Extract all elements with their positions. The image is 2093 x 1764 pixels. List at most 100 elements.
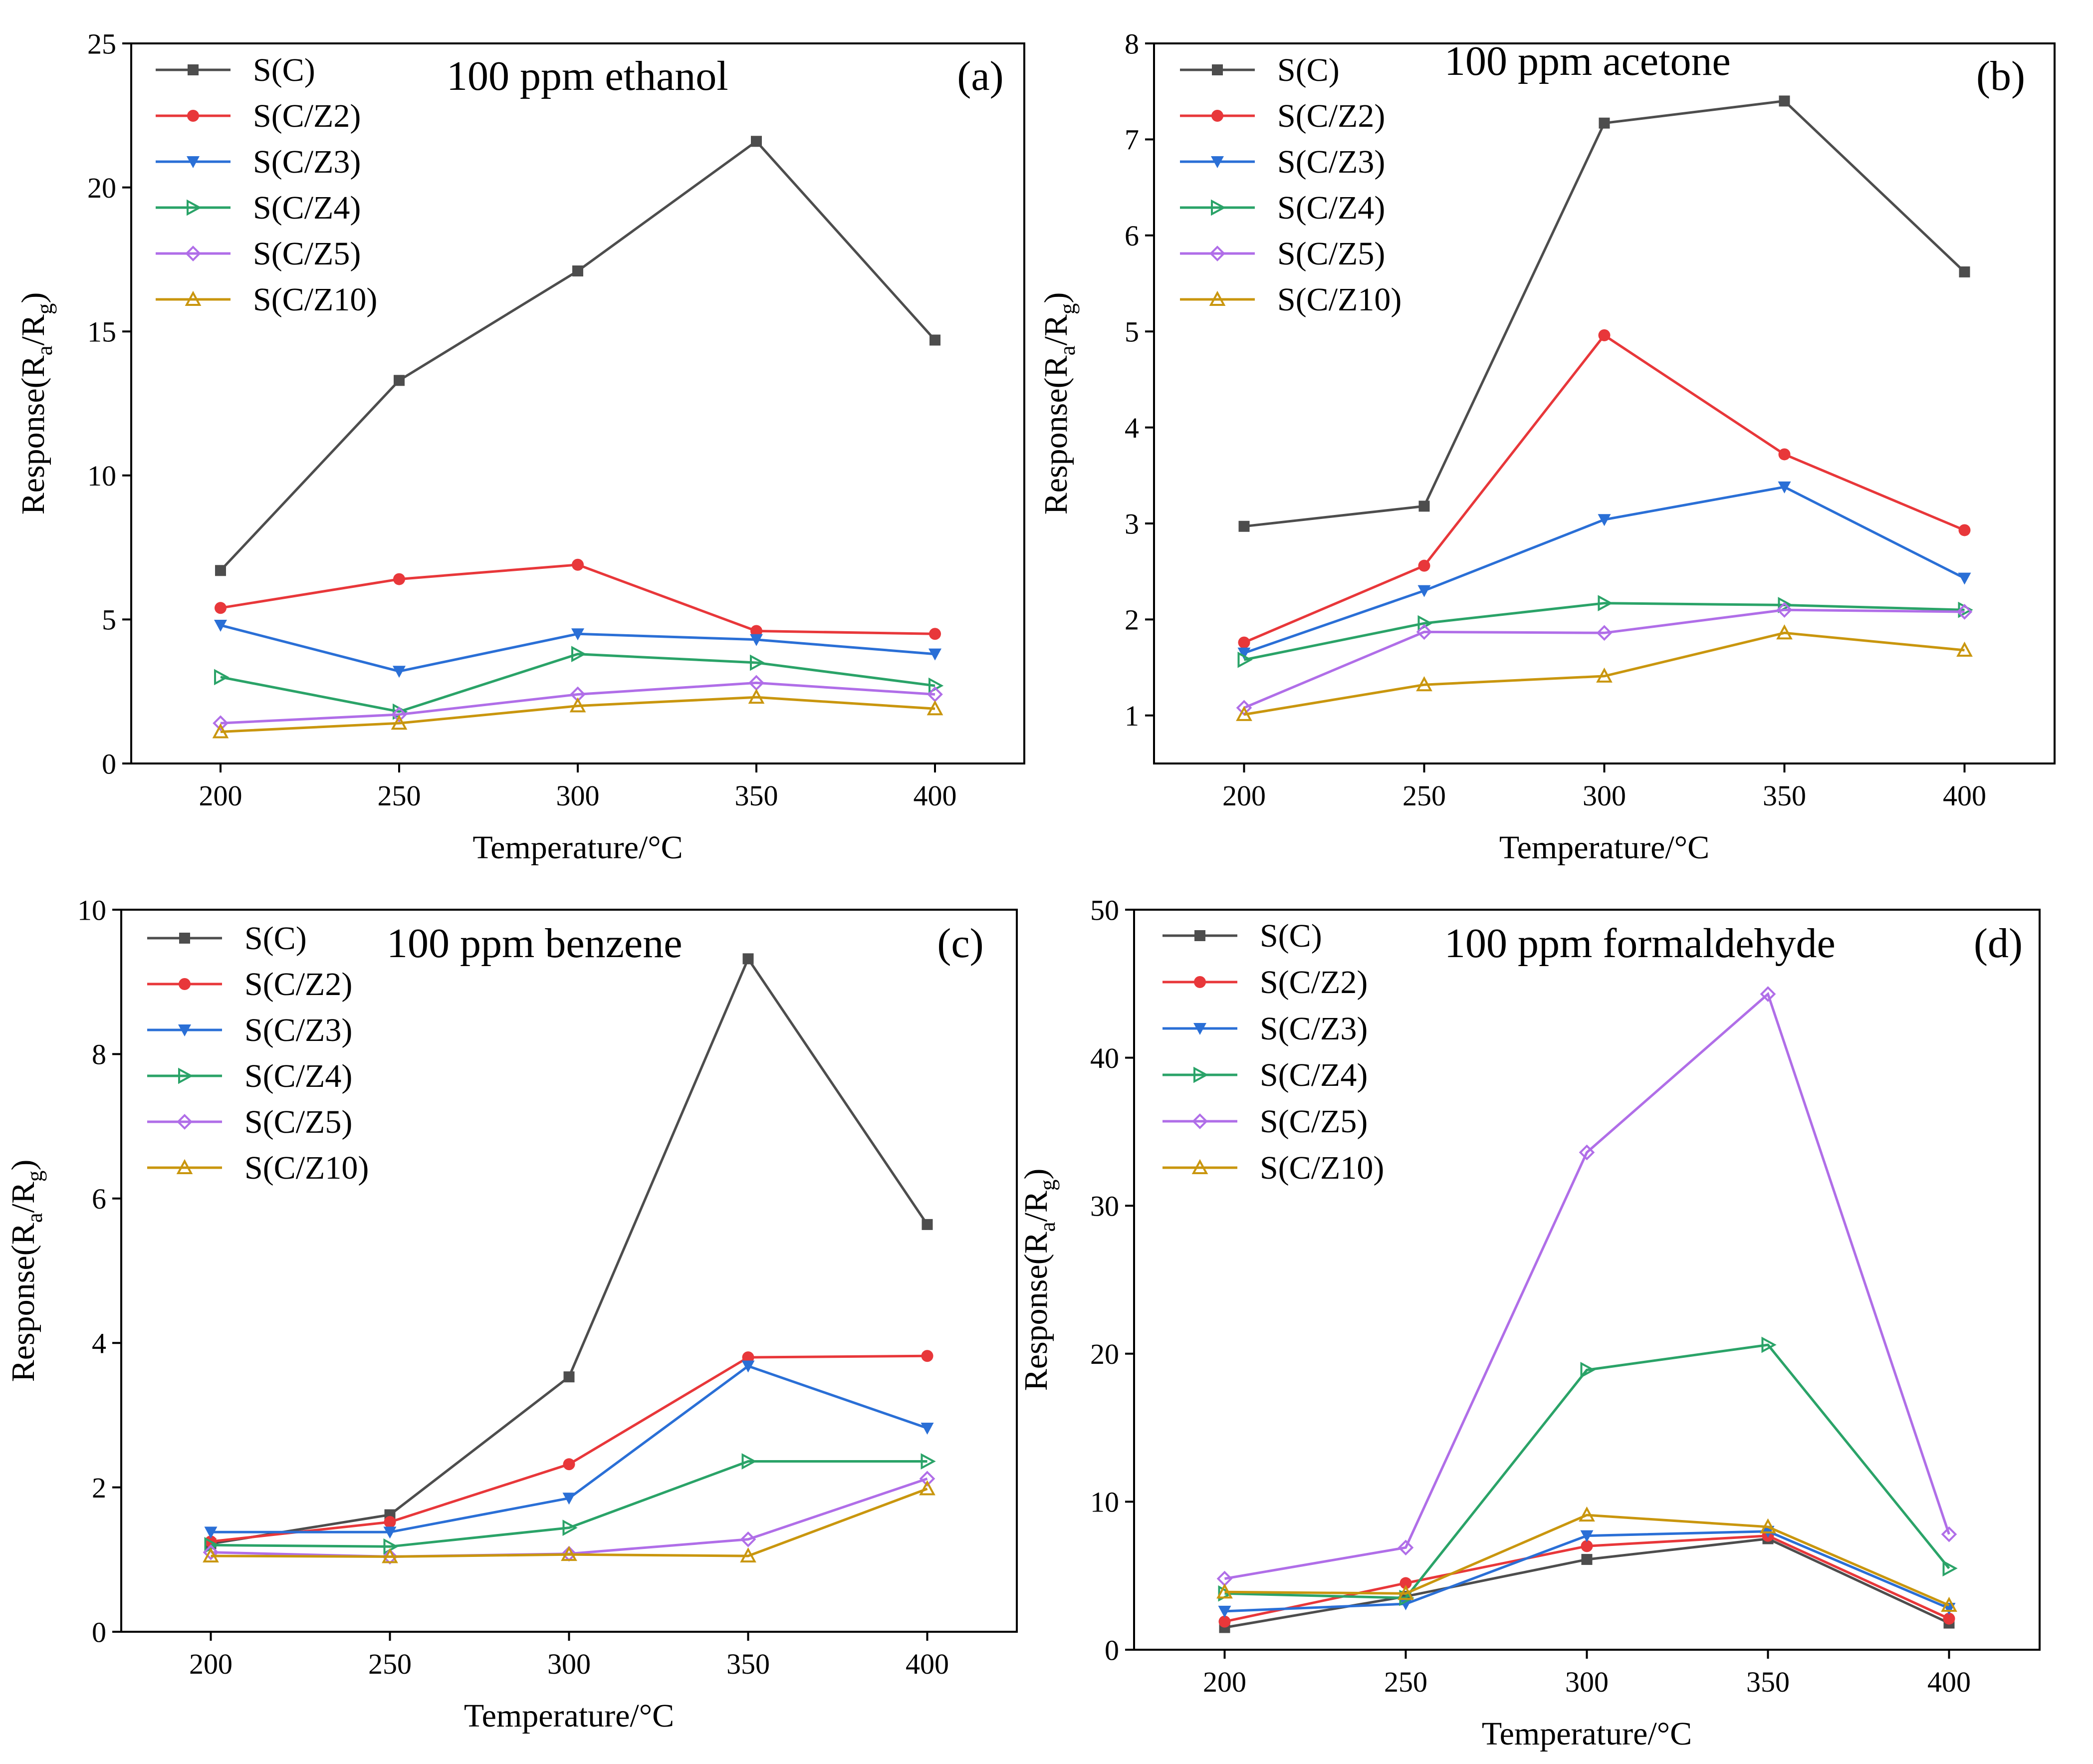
data-point (204, 1526, 218, 1539)
y-tick-label: 2 (92, 1472, 106, 1504)
y-label-mid: /R (1038, 314, 1074, 345)
series-line (1244, 602, 1965, 661)
legend-marker (185, 290, 202, 306)
legend-label: S(C/Z3) (1277, 144, 1385, 180)
legend-label: S(C/Z5) (1260, 1103, 1368, 1140)
y-tick-label: 10 (77, 894, 106, 926)
y-tick-label: 50 (1090, 894, 1119, 926)
legend-marker (179, 978, 191, 990)
legend-marker (185, 246, 201, 261)
data-point (1416, 624, 1432, 640)
legend-label: S(C/Z5) (244, 1104, 352, 1140)
legend-label: S(C/Z4) (1260, 1057, 1368, 1093)
data-point (1237, 647, 1251, 660)
chart-panel-2: 200 250 300 350 400 1 2 3 4 5 6 7 8 Temperature/°C Res… (1038, 27, 2056, 866)
legend-marker (1211, 110, 1223, 122)
x-tick-label: 300 (1583, 779, 1626, 812)
series-scz10 (1216, 1506, 1957, 1612)
legend-marker (1193, 1023, 1206, 1035)
data-point (212, 723, 229, 739)
data-point (751, 136, 762, 147)
y-tick-label: 6 (92, 1183, 106, 1215)
data-point (384, 1516, 396, 1528)
panel-label: (b) (1976, 53, 2025, 99)
y-tick-label: 0 (1105, 1634, 1119, 1666)
series-line (1244, 631, 1965, 716)
x-axis-label: Temperature/°C (1499, 829, 1709, 866)
data-point (1598, 514, 1611, 526)
series-scz2 (215, 558, 941, 640)
y-tick-label: 5 (102, 604, 116, 636)
legend-marker (178, 1067, 194, 1084)
data-point (1417, 585, 1431, 597)
data-point (741, 1360, 755, 1373)
data-point (921, 1350, 933, 1362)
legend-marker (187, 199, 202, 216)
data-point (929, 628, 941, 640)
x-tick-label: 200 (1222, 779, 1266, 812)
series-line (1224, 1343, 1950, 1599)
x-tick-label: 200 (1203, 1666, 1246, 1698)
x-tick-label: 350 (726, 1648, 770, 1680)
y-label-end: ) (1018, 1169, 1054, 1180)
chart-panel-3: 200 250 300 350 400 0 2 4 6 8 10 Temperature/°C Resp… (5, 894, 1018, 1734)
legend-marker (187, 110, 199, 122)
legend-label: S(C/Z2) (244, 966, 352, 1003)
data-point (393, 573, 405, 585)
y-label-subscript-a: a (22, 1213, 47, 1223)
series-scz4 (214, 646, 944, 720)
data-point (203, 1547, 219, 1563)
data-point (1399, 1577, 1412, 1589)
series-line (220, 681, 935, 725)
data-point (1956, 641, 1973, 657)
x-tick-label: 200 (189, 1648, 233, 1680)
data-point (1218, 1605, 1231, 1618)
data-point (1579, 1144, 1595, 1161)
series-scz5 (1216, 986, 1957, 1587)
y-label-main: Response(R (1038, 355, 1074, 514)
data-point (203, 1544, 219, 1560)
legend-marker (1192, 1113, 1208, 1129)
data-point (1956, 604, 1973, 620)
legend-label: S(C/Z4) (244, 1058, 352, 1094)
legend: S(C) S(C/Z2) S(C/Z3) S(C/Z4) S(C/Z5) S(C/Z10) (147, 920, 369, 1186)
legend-label: S(C/Z10) (244, 1150, 369, 1186)
data-point (1941, 1596, 1957, 1612)
legend-marker (1209, 290, 1226, 306)
data-point (1236, 706, 1252, 721)
y-label-main: Response(R (1018, 1232, 1054, 1391)
data-point (1958, 524, 1971, 536)
data-point (563, 1371, 575, 1383)
data-point (1778, 481, 1791, 494)
data-point (1959, 266, 1970, 277)
legend-marker (178, 1024, 191, 1036)
legend-marker (1211, 199, 1226, 216)
y-label-subscript-g: g (32, 303, 57, 314)
y-label-subscript-g: g (1035, 1180, 1060, 1191)
legend-label: S(C) (244, 920, 307, 957)
chart-title: 100 ppm ethanol (447, 53, 728, 99)
data-point (1397, 1539, 1414, 1556)
series-line (220, 696, 935, 733)
y-axis-label: Response(Ra/Rg) (5, 1160, 47, 1382)
data-point (393, 666, 406, 678)
data-point (214, 619, 227, 632)
data-point (1598, 595, 1613, 612)
y-label-subscript-a: a (1055, 345, 1080, 355)
x-axis-label: Temperature/°C (1482, 1716, 1692, 1752)
x-tick-label: 400 (906, 1648, 949, 1680)
panel-label: (d) (1974, 920, 2023, 967)
data-point (383, 1526, 397, 1539)
y-tick-label: 8 (92, 1038, 106, 1071)
legend-marker (176, 1159, 193, 1174)
legend-label: S(C) (1260, 918, 1322, 954)
y-tick-label: 10 (87, 460, 116, 492)
y-axis-label: Response(Ra/Rg) (1018, 1169, 1060, 1391)
x-tick-label: 350 (735, 779, 778, 812)
panel-label: (a) (957, 53, 1003, 99)
data-point (748, 689, 765, 704)
y-label-mid: /R (1018, 1191, 1054, 1222)
data-point (562, 1519, 578, 1536)
series-line (211, 1460, 928, 1548)
